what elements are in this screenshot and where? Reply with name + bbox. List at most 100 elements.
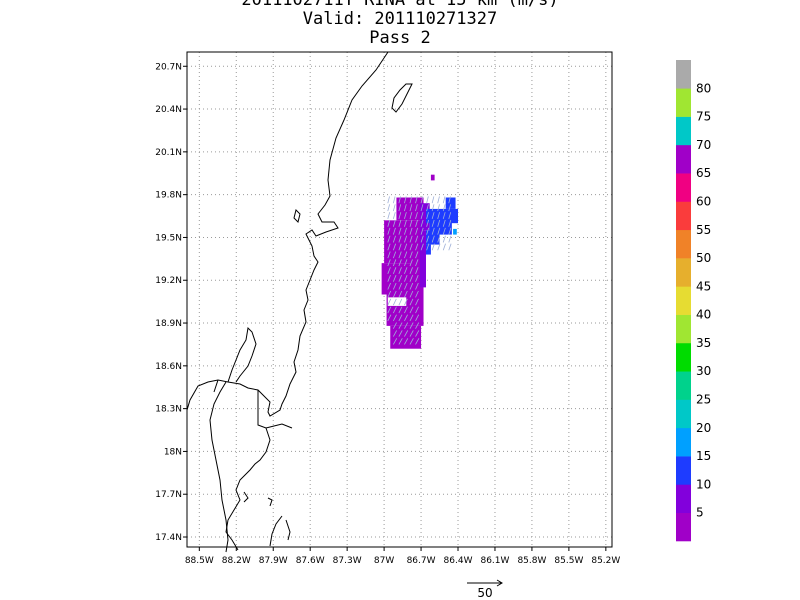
wind-vector-116 — [420, 204, 424, 212]
field-cell-blue-area-3 — [425, 244, 431, 255]
wind-vector-44 — [398, 267, 402, 274]
isla-mujeres — [293, 209, 301, 223]
x-tick-labels: 88.5W 88.2W 87.9W 87.6W 87.3W 87W 86.7W 86.4W 86… — [185, 547, 620, 566]
wind-vector-45 — [398, 259, 402, 267]
wind-vector-47 — [398, 243, 402, 251]
wind-vector-34 — [392, 196, 396, 204]
wind-vector-55 — [404, 330, 409, 337]
colorbar-label-65: 65 — [696, 166, 711, 180]
wind-vector-82 — [409, 267, 413, 274]
wind-vector-98 — [415, 290, 419, 298]
wind-vector-54 — [404, 338, 409, 345]
wind-vector-25 — [392, 267, 397, 274]
colorbar-swatch-10 — [676, 229, 691, 259]
wind-vector-7 — [387, 259, 391, 267]
wind-vector-83 — [409, 259, 413, 267]
wind-vector-0 — [387, 314, 392, 322]
title-line-2: Valid: 201110271327 — [302, 9, 498, 29]
wind-vector-80 — [409, 282, 414, 290]
wind-vector-21 — [392, 298, 397, 306]
wind-vector-97 — [415, 298, 419, 306]
wind-vector-56 — [404, 322, 409, 329]
wind-vector-35 — [398, 338, 403, 345]
wind-vector-90 — [409, 204, 413, 212]
plot-frame — [186, 51, 613, 548]
wind-vector-31 — [392, 219, 396, 227]
wind-vector-6 — [387, 267, 391, 274]
wind-vector-99 — [415, 282, 419, 290]
wind-vector-144 — [442, 204, 446, 212]
wind-vector-20 — [392, 306, 397, 314]
field-cell-gap-0 — [387, 297, 407, 306]
wind-vector-132 — [437, 243, 441, 251]
wind-vector-3 — [387, 290, 392, 298]
wind-vector-40 — [398, 298, 403, 306]
wind-vector-102 — [415, 259, 419, 267]
x-tick-label-8: 86.1W — [480, 556, 509, 566]
wind-vector-94 — [415, 322, 420, 329]
wind-vector-46 — [398, 251, 402, 259]
wind-vector-57 — [404, 314, 408, 322]
wind-vector-151 — [448, 204, 451, 212]
wind-vector-68 — [404, 227, 407, 235]
wind-vector-129 — [431, 212, 435, 220]
colorbar-swatch-11 — [676, 201, 691, 231]
wind-vector-131 — [431, 196, 435, 204]
colorbar-label-40: 40 — [696, 308, 711, 322]
colorbar-swatch-8 — [676, 286, 691, 315]
colorbar-swatch-9 — [676, 258, 691, 287]
wind-vector-148 — [448, 227, 452, 235]
wind-vector-140 — [442, 235, 446, 243]
wind-vector-79 — [409, 290, 414, 298]
wind-vector-84 — [409, 251, 413, 259]
wind-vector-66 — [404, 243, 408, 251]
title-line-3: Pass 2 — [369, 28, 431, 48]
wind-speed-field — [381, 174, 459, 349]
colorbar-swatch-7 — [676, 314, 691, 344]
colorbar-label-55: 55 — [696, 223, 711, 237]
wind-vector-73 — [409, 338, 414, 345]
chetumal-bay-coast — [225, 390, 293, 551]
wind-vector-130 — [431, 204, 435, 212]
wind-vector-89 — [409, 212, 413, 220]
wind-vector-120 — [426, 227, 430, 235]
wind-vector-27 — [392, 251, 397, 259]
wind-vector-137 — [437, 204, 440, 212]
wind-vector-5 — [387, 275, 391, 282]
x-tick-label-9: 85.8W — [517, 556, 546, 566]
colorbar-swatch-13 — [676, 144, 691, 174]
yucatan-coastline — [186, 51, 389, 417]
wind-vector-28 — [392, 243, 397, 251]
wind-vector-113 — [420, 227, 424, 235]
wind-vector-118 — [426, 243, 430, 251]
wind-vector-33 — [392, 204, 396, 212]
colorbar-swatch-0 — [676, 512, 691, 542]
colorbar-label-5: 5 — [696, 506, 704, 520]
wind-vector-106 — [415, 227, 419, 235]
wind-vector-93 — [415, 330, 420, 337]
y-tick-label-11: 20.7N — [155, 62, 182, 72]
x-tick-label-3: 87.6W — [296, 556, 325, 566]
wind-vector-70 — [404, 212, 407, 220]
wind-vector-39 — [398, 306, 403, 314]
y-tick-label-9: 20.1N — [155, 148, 182, 158]
field-cell-violet-band-1 — [419, 230, 426, 288]
wind-vector-37 — [398, 322, 403, 329]
vector-scale-arrowhead — [496, 579, 503, 587]
wind-vector-138 — [437, 196, 440, 204]
wind-vector-17 — [392, 330, 398, 337]
wind-vector-86 — [409, 235, 413, 243]
wind-vector-12 — [387, 219, 391, 227]
y-tick-label-1: 17.7N — [155, 490, 182, 500]
wind-vector-52 — [398, 204, 402, 212]
colorbar-label-35: 35 — [696, 336, 711, 350]
x-tick-label-6: 86.7W — [407, 556, 436, 566]
wind-vector-75 — [409, 322, 414, 329]
colorbar: 5 10 15 20 25 30 35 40 45 50 55 60 65 70 75 80 — [676, 60, 711, 542]
inland-boundary — [209, 326, 257, 553]
wind-vector-8 — [387, 251, 391, 259]
field-cell-blue-area-2 — [425, 230, 440, 245]
colorbar-swatch-4 — [676, 399, 691, 429]
colorbar-swatch-14 — [676, 116, 691, 146]
